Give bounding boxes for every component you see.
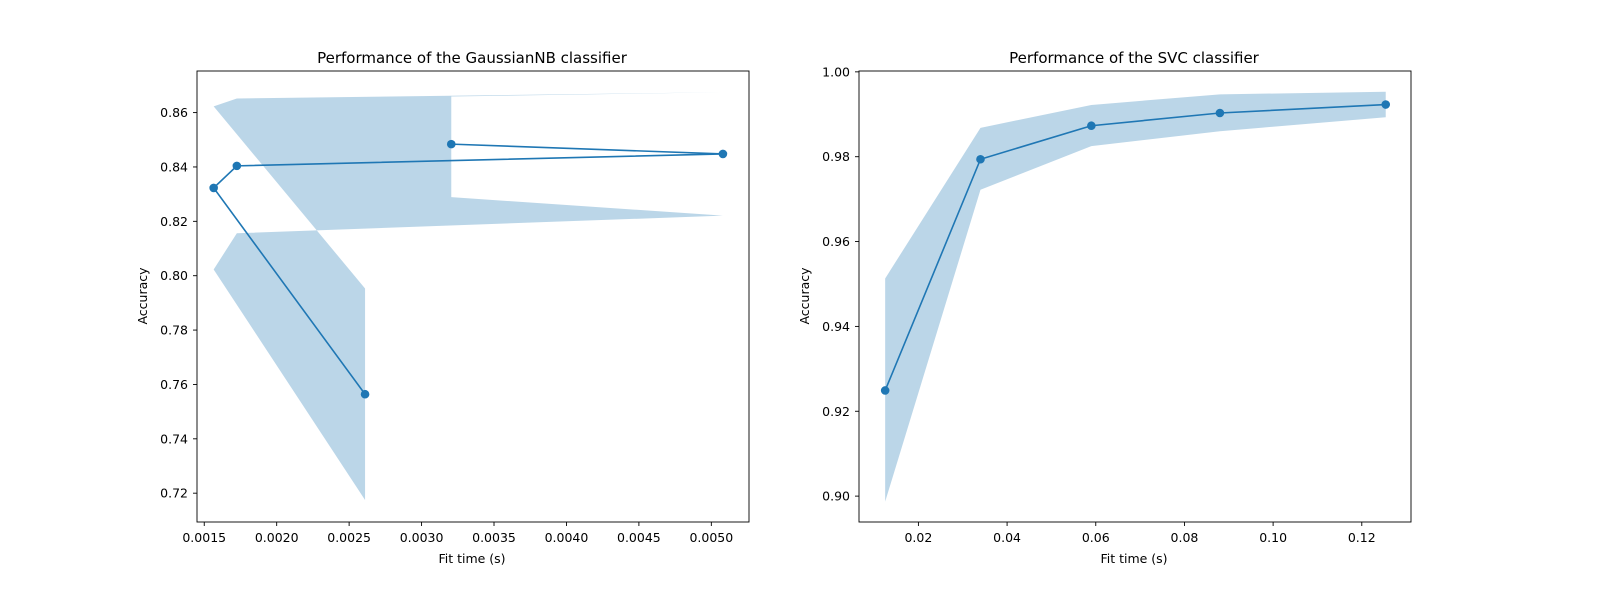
data-point bbox=[209, 183, 218, 193]
chart-title: Performance of the SVC classifier bbox=[1009, 49, 1260, 67]
axes-frame bbox=[196, 70, 750, 523]
data-point bbox=[360, 389, 370, 399]
data-point bbox=[718, 149, 728, 159]
y-tick-label: 0.84 bbox=[160, 159, 188, 174]
y-axis-label: Accuracy bbox=[797, 267, 812, 325]
axes-frame bbox=[858, 70, 1412, 523]
y-tick-label: 0.96 bbox=[822, 234, 850, 249]
data-point bbox=[232, 161, 242, 171]
y-tick-label: 0.76 bbox=[160, 377, 188, 392]
y-tick-label: 0.72 bbox=[160, 486, 188, 501]
x-tick-label: 0.0040 bbox=[545, 530, 589, 545]
y-tick-label: 0.80 bbox=[160, 268, 188, 283]
plot-area: 0.02 0.04 0.06 0.08 0.10 0.12 0.90 0.92 0.94 0.96… bbox=[822, 64, 1412, 545]
x-axis-label: Fit time (s) bbox=[438, 551, 505, 566]
plot-area: 0.0015 0.0020 0.0025 0.0030 0.0035 0.0040 0.00… bbox=[160, 70, 750, 545]
data-point bbox=[446, 139, 456, 149]
y-tick-label: 0.86 bbox=[160, 105, 188, 120]
x-tick-label: 0.0035 bbox=[472, 530, 516, 545]
y-tick-label: 0.78 bbox=[160, 323, 188, 338]
y-tick-label: 0.98 bbox=[822, 149, 850, 164]
y-tick-label: 0.74 bbox=[160, 431, 188, 446]
x-tick-label: 0.0015 bbox=[182, 530, 226, 545]
x-tick-label: 0.02 bbox=[904, 530, 932, 545]
x-tick-label: 0.0030 bbox=[400, 530, 444, 545]
x-tick-label: 0.04 bbox=[993, 530, 1021, 545]
x-tick-label: 0.0050 bbox=[689, 530, 733, 545]
confidence-band bbox=[213, 92, 723, 500]
chart-title: Performance of the GaussianNB classifier bbox=[317, 49, 628, 67]
x-tick-label: 0.10 bbox=[1259, 530, 1287, 545]
y-tick-label: 0.90 bbox=[822, 489, 850, 504]
data-point bbox=[1215, 108, 1225, 118]
x-tick-label: 0.0020 bbox=[255, 530, 299, 545]
data-point bbox=[1381, 100, 1391, 109]
y-tick-label: 0.92 bbox=[822, 404, 850, 419]
y-tick-label: 0.94 bbox=[822, 319, 850, 334]
data-point bbox=[880, 386, 890, 395]
x-tick-label: 0.0045 bbox=[617, 530, 661, 545]
y-axis-label: Accuracy bbox=[135, 267, 150, 325]
x-tick-label: 0.08 bbox=[1171, 530, 1199, 545]
x-tick-label: 0.06 bbox=[1082, 530, 1110, 545]
y-tick-label: 1.00 bbox=[822, 64, 850, 79]
y-tick-label: 0.82 bbox=[160, 214, 188, 229]
x-axis-label: Fit time (s) bbox=[1100, 551, 1167, 566]
data-point bbox=[1087, 121, 1096, 131]
gaussiannb-chart: Performance of the GaussianNB classifier… bbox=[135, 49, 750, 566]
svc-chart: Performance of the SVC classifier Fit ti… bbox=[797, 49, 1412, 566]
data-point bbox=[976, 154, 985, 164]
x-tick-label: 0.12 bbox=[1348, 530, 1376, 545]
x-tick-label: 0.0025 bbox=[327, 530, 371, 545]
